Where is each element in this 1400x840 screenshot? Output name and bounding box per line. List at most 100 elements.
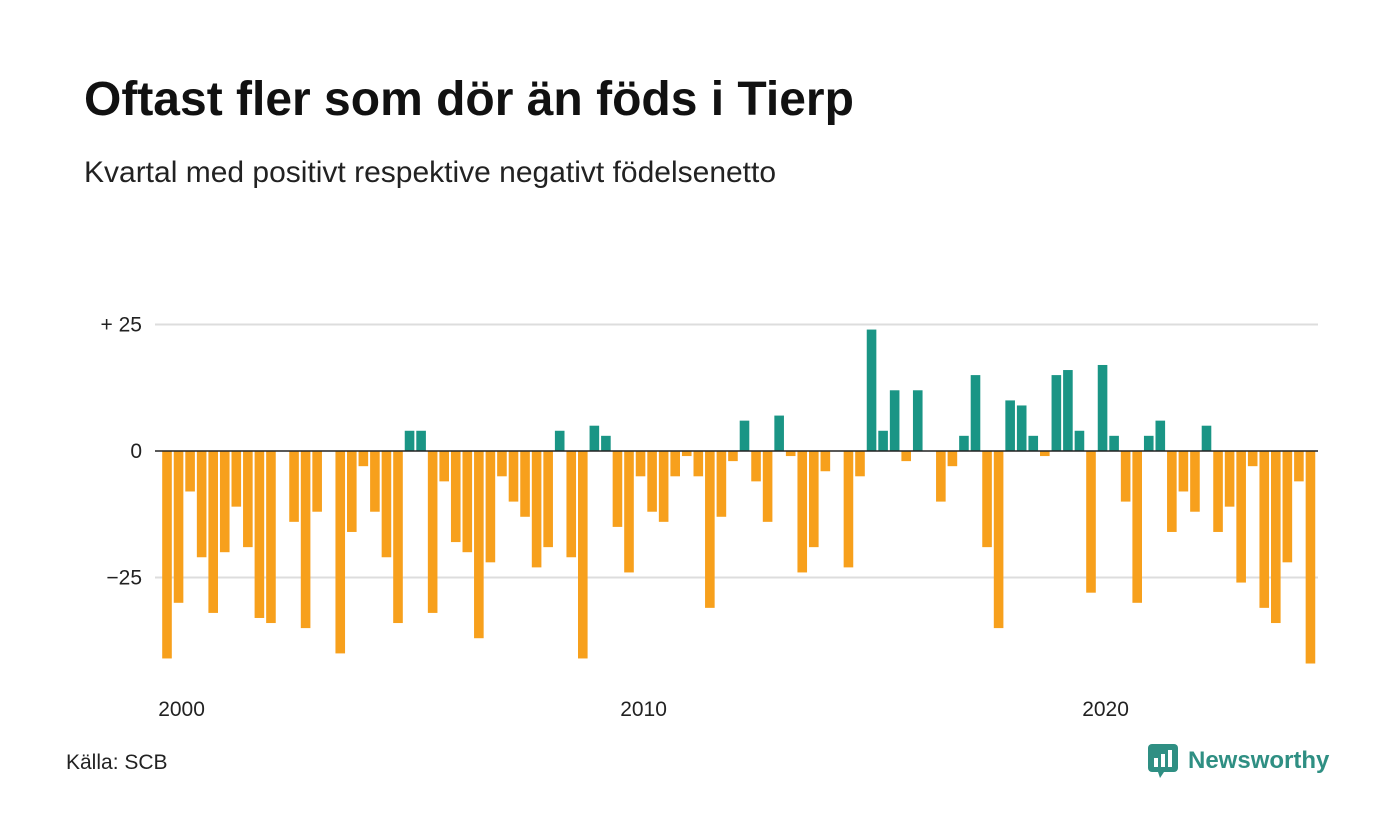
- bar-negative: [1259, 451, 1270, 608]
- bar-negative: [762, 451, 773, 522]
- bars: [162, 329, 1316, 664]
- bar-positive: [1005, 400, 1015, 451]
- bar-negative: [208, 451, 218, 613]
- bar-positive: [416, 430, 426, 451]
- bar-negative: [335, 451, 346, 654]
- bar-negative: [658, 451, 669, 522]
- y-tick-label: + 25: [101, 314, 142, 337]
- bar-negative: [635, 451, 646, 477]
- bar-negative: [543, 451, 553, 548]
- bar-negative: [219, 451, 230, 553]
- bar-negative: [612, 451, 623, 527]
- brand-name: Newsworthy: [1188, 747, 1330, 774]
- source-note: Källa: SCB: [66, 751, 168, 774]
- bar-negative: [462, 451, 473, 553]
- bar-positive: [1109, 435, 1119, 451]
- bar-positive: [554, 430, 565, 451]
- bar-negative: [843, 451, 854, 568]
- brand-logo: Newsworthy: [1148, 744, 1329, 778]
- bar-negative: [1040, 451, 1050, 457]
- bar-positive: [1143, 435, 1154, 451]
- bar-negative: [520, 451, 530, 517]
- bar-negative: [427, 451, 438, 613]
- bar-negative: [1086, 451, 1096, 593]
- x-tick-label: 2000: [158, 698, 205, 721]
- bar-negative: [1282, 451, 1293, 563]
- bar-positive: [1201, 425, 1212, 451]
- bar-negative: [1120, 451, 1131, 502]
- bar-negative: [785, 451, 796, 457]
- bar-negative: [173, 451, 184, 603]
- bar-negative: [1294, 451, 1304, 482]
- bar-negative: [289, 451, 299, 522]
- bar-positive: [889, 390, 900, 451]
- bar-negative: [1190, 451, 1200, 512]
- bar-negative: [162, 451, 172, 659]
- bar-positive: [774, 415, 784, 451]
- bar-negative: [1247, 451, 1258, 467]
- bar-negative: [1224, 451, 1235, 507]
- bar-negative: [716, 451, 727, 517]
- bar-negative: [450, 451, 461, 543]
- bar-negative: [670, 451, 680, 477]
- bar-negative: [578, 451, 588, 659]
- bar-positive: [912, 390, 923, 451]
- gridlines: [155, 323, 1318, 579]
- bar-negative: [370, 451, 380, 512]
- bar-negative: [1236, 451, 1246, 583]
- bar-negative: [982, 451, 992, 548]
- bar-negative: [681, 451, 692, 457]
- bar-negative: [231, 451, 242, 507]
- bar-negative: [1167, 451, 1177, 532]
- bar-negative: [266, 451, 276, 624]
- bar-negative: [531, 451, 542, 568]
- bar-negative: [728, 451, 738, 462]
- bar-negative: [1213, 451, 1223, 532]
- bar-negative: [1178, 451, 1189, 492]
- bar-negative: [624, 451, 634, 573]
- bar-positive: [866, 329, 877, 451]
- bar-negative: [347, 451, 357, 532]
- bar-negative: [1305, 451, 1316, 664]
- bar-positive: [1016, 405, 1027, 451]
- chart-subtitle: Kvartal med positivt respektive negativt…: [84, 156, 777, 189]
- bar-positive: [878, 430, 888, 451]
- bar-positive: [1155, 420, 1166, 451]
- bar-negative: [901, 451, 911, 462]
- bar-negative: [254, 451, 265, 618]
- y-tick-label: −25: [106, 567, 142, 590]
- bar-negative: [185, 451, 195, 492]
- x-tick-label: 2010: [620, 698, 667, 721]
- bar-negative: [993, 451, 1004, 629]
- bar-positive: [589, 425, 600, 451]
- bar-positive: [1097, 364, 1108, 451]
- bar-negative: [693, 451, 704, 477]
- bar-negative: [196, 451, 207, 558]
- bar-negative: [393, 451, 403, 624]
- bar-negative: [381, 451, 392, 558]
- bar-negative: [358, 451, 369, 467]
- bar-positive: [404, 430, 415, 451]
- bar-negative: [1271, 451, 1281, 624]
- bar-negative: [497, 451, 507, 477]
- bar-negative: [809, 451, 819, 548]
- bar-negative: [705, 451, 715, 608]
- bar-negative: [485, 451, 496, 563]
- bar-negative: [751, 451, 761, 482]
- chart-title: Oftast fler som dör än föds i Tierp: [84, 73, 854, 126]
- newsworthy-logo-icon: [1148, 744, 1178, 778]
- bar-negative: [936, 451, 946, 502]
- bar-negative: [947, 451, 958, 467]
- bar-negative: [797, 451, 808, 573]
- x-tick-label: 2020: [1082, 698, 1129, 721]
- bar-negative: [820, 451, 831, 472]
- bar-positive: [601, 435, 611, 451]
- bar-negative: [647, 451, 657, 512]
- bar-negative: [855, 451, 865, 477]
- bar-positive: [1063, 370, 1073, 451]
- bar-negative: [566, 451, 577, 558]
- bar-negative: [1132, 451, 1142, 603]
- bar-positive: [1051, 375, 1062, 451]
- axes: + 25 0 −25 2000 2010 2020: [101, 314, 1318, 721]
